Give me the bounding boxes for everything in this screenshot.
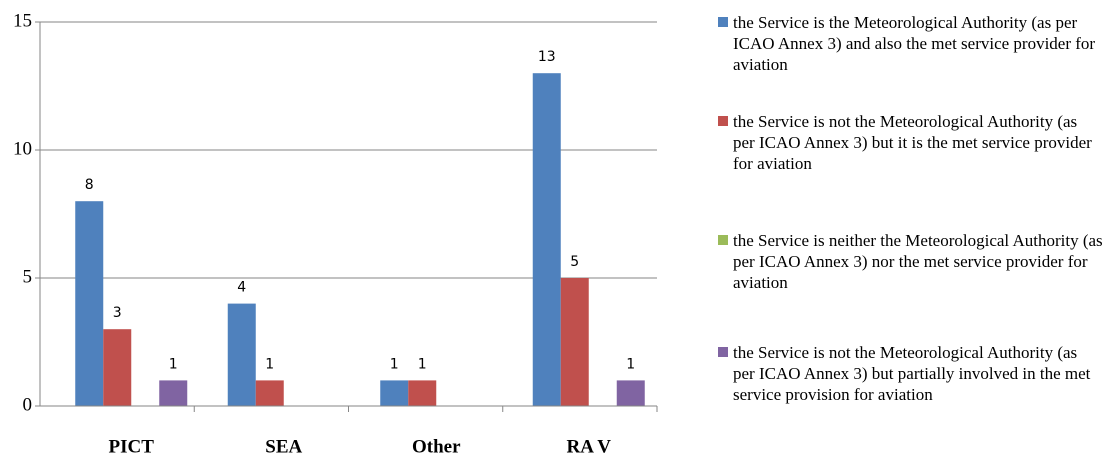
bar — [255, 380, 284, 406]
bar — [560, 278, 589, 406]
legend-label: the Service is not the Meteorological Au… — [733, 343, 1091, 404]
legend-swatch — [718, 116, 728, 126]
legend-entry: the Service is not the Meteorological Au… — [718, 342, 1103, 405]
y-tick-label: 5 — [23, 266, 33, 287]
x-tick-label: PICT — [109, 436, 155, 457]
legend-swatch — [718, 347, 728, 357]
value-label: 1 — [169, 356, 178, 372]
value-label: 1 — [418, 356, 427, 372]
value-label: 1 — [626, 356, 635, 372]
legend-swatch — [718, 17, 728, 27]
y-tick-label: 15 — [13, 10, 32, 31]
bar — [103, 329, 132, 406]
value-label: 8 — [85, 177, 94, 193]
value-label: 1 — [390, 356, 399, 372]
bar — [227, 303, 256, 406]
x-tick-label: RA V — [566, 436, 611, 457]
bar — [532, 73, 561, 406]
bar — [408, 380, 437, 406]
y-tick-label: 10 — [13, 138, 32, 159]
bar — [616, 380, 645, 406]
bar — [159, 380, 188, 406]
value-label: 4 — [237, 280, 246, 296]
value-label: 13 — [538, 49, 556, 65]
legend-entry: the Service is neither the Meteorologica… — [718, 230, 1103, 293]
legend-label: the Service is neither the Meteorologica… — [733, 231, 1103, 292]
y-tick-label: 0 — [23, 394, 33, 415]
value-label: 5 — [570, 254, 579, 270]
bar — [75, 201, 104, 406]
value-label: 1 — [265, 356, 274, 372]
legend-swatch — [718, 235, 728, 245]
x-tick-label: SEA — [265, 436, 302, 457]
legend-entry: the Service is not the Meteorological Au… — [718, 111, 1103, 174]
legend-label: the Service is the Meteorological Author… — [733, 13, 1096, 74]
bar — [380, 380, 409, 406]
legend-label: the Service is not the Meteorological Au… — [733, 112, 1092, 173]
x-tick-label: Other — [412, 436, 461, 457]
value-label: 3 — [113, 305, 122, 321]
legend-entry: the Service is the Meteorological Author… — [718, 12, 1103, 75]
